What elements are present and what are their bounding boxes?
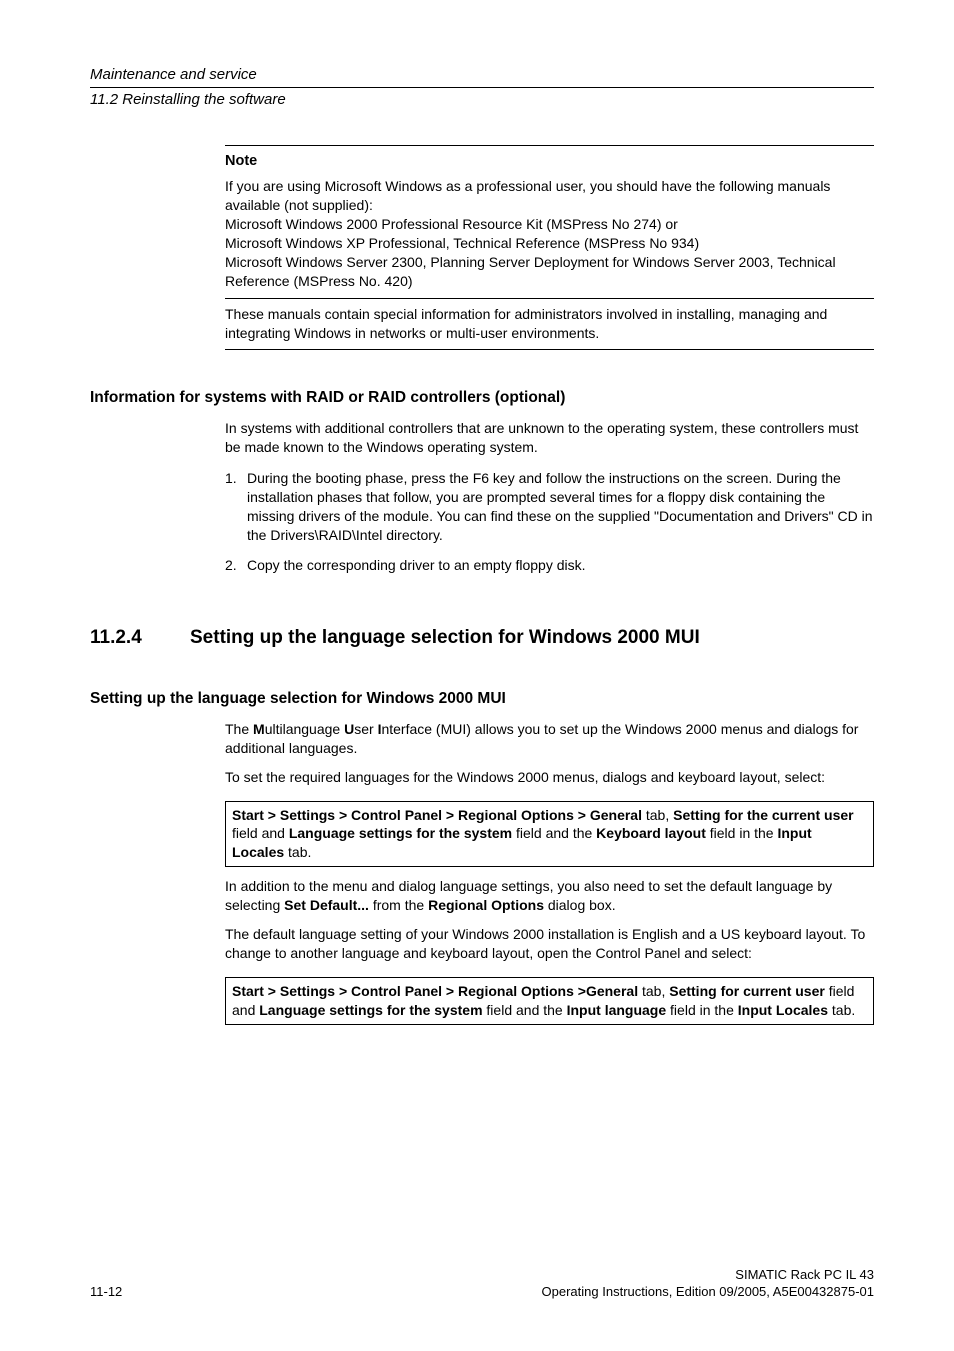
section-heading-row: 11.2.4 Setting up the language selection… [90,625,874,651]
mui-p1-b2: U [344,721,354,737]
raid-step2-num: 2. [225,556,247,575]
note-wrapper: Note If you are using Microsoft Windows … [225,145,874,351]
b1t2: field and [232,825,289,841]
raid-step1-num: 1. [225,469,247,545]
b1b2: Setting for the current user [673,807,853,823]
mui-p1-c1: ultilanguage [265,721,344,737]
b1b1: Start > Settings > Control Panel > Regio… [232,807,642,823]
footer-page-number: 11-12 [90,1283,122,1301]
b2b2: Setting for current user [669,983,825,999]
mui-box1: Start > Settings > Control Panel > Regio… [225,801,874,868]
mui-p3-b2: Regional Options [428,897,544,913]
note-body: If you are using Microsoft Windows as a … [225,177,874,290]
b1b3: Language settings for the system [289,825,512,841]
mui-box2: Start > Settings > Control Panel > Regio… [225,977,874,1025]
b1t1: tab, [642,807,673,823]
mui-p1-c2: ser [354,721,377,737]
note-p3: Microsoft Windows XP Professional, Techn… [225,234,874,253]
footer-line2: Operating Instructions, Edition 09/2005,… [542,1283,874,1301]
b2t1: tab, [638,983,669,999]
b2b1: Start > Settings > Control Panel > Regio… [232,983,638,999]
mui-p2: To set the required languages for the Wi… [225,768,874,787]
note-p4: Microsoft Windows Server 2300, Planning … [225,253,874,291]
b2t5: tab. [828,1002,855,1018]
b1t4: field in the [706,825,778,841]
mui-body: The Multilanguage User Interface (MUI) a… [225,720,874,1025]
b1t5: tab. [284,844,311,860]
mui-p3-d: dialog box. [544,897,616,913]
raid-step1-text: During the booting phase, press the F6 k… [247,469,874,545]
footer-right: SIMATIC Rack PC IL 43 Operating Instruct… [542,1266,874,1301]
raid-step2: 2. Copy the corresponding driver to an e… [225,556,874,575]
b2t3: field and the [483,1002,567,1018]
note-label: Note [225,152,874,172]
mui-p1-b1: M [253,721,265,737]
note-p2: Microsoft Windows 2000 Professional Reso… [225,215,874,234]
note-box: Note If you are using Microsoft Windows … [225,145,874,351]
note-p5-wrap: These manuals contain special informatio… [225,298,874,350]
b1b4: Keyboard layout [596,825,706,841]
b2b4: Input language [567,1002,667,1018]
mui-p3: In addition to the menu and dialog langu… [225,877,874,915]
header-rule [90,87,874,88]
b1t3: field and the [512,825,596,841]
mui-p1-a: The [225,721,253,737]
footer-line1: SIMATIC Rack PC IL 43 [542,1266,874,1284]
mui-p3-c: from the [369,897,428,913]
b2b5: Input Locales [738,1002,828,1018]
page-container: Maintenance and service 11.2 Reinstallin… [0,0,954,1351]
header-chapter: Maintenance and service [90,65,874,85]
note-p5: These manuals contain special informatio… [225,305,874,343]
b2t4: field in the [666,1002,738,1018]
section-title: Setting up the language selection for Wi… [190,625,700,651]
mui-p1: The Multilanguage User Interface (MUI) a… [225,720,874,758]
page-footer: 11-12 SIMATIC Rack PC IL 43 Operating In… [90,1266,874,1301]
mui-subheading: Setting up the language selection for Wi… [90,689,874,710]
b2b3: Language settings for the system [259,1002,482,1018]
raid-step1: 1. During the booting phase, press the F… [225,469,874,545]
note-p1: If you are using Microsoft Windows as a … [225,177,874,215]
section-number: 11.2.4 [90,625,190,651]
mui-p3-b1: Set Default... [284,897,369,913]
mui-p4: The default language setting of your Win… [225,925,874,963]
header-section: 11.2 Reinstalling the software [90,90,874,110]
raid-step2-text: Copy the corresponding driver to an empt… [247,556,874,575]
raid-body: In systems with additional controllers t… [225,419,874,575]
raid-intro: In systems with additional controllers t… [225,419,874,457]
raid-heading: Information for systems with RAID or RAI… [90,388,874,409]
